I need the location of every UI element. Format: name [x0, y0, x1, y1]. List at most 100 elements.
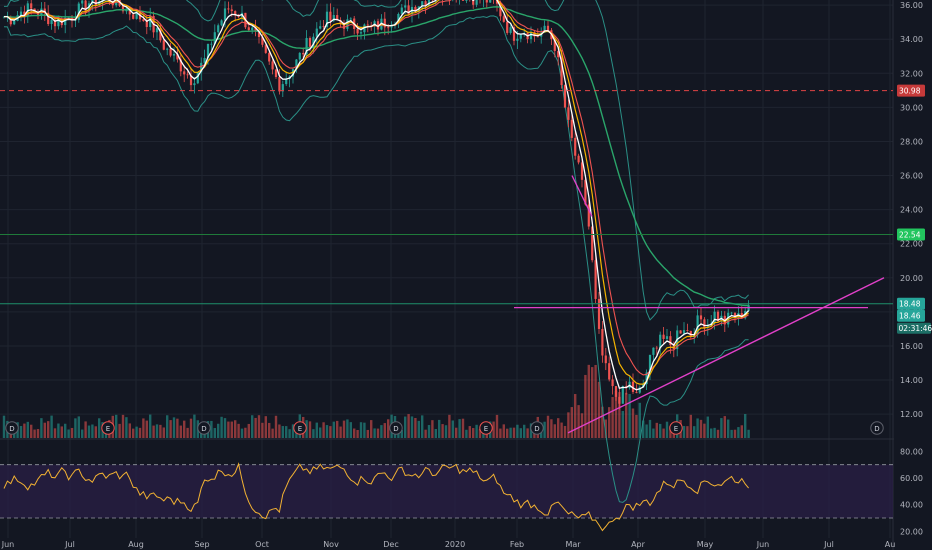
volume-bar — [336, 420, 339, 438]
candle-body — [574, 137, 577, 156]
volume-bar — [234, 420, 237, 438]
volume-bar — [431, 420, 434, 438]
candle-body — [325, 11, 329, 27]
event-marker — [479, 421, 493, 435]
candle-body — [376, 21, 380, 30]
volume-bar — [339, 426, 342, 438]
volume-bar — [744, 414, 747, 438]
candle-body — [533, 32, 536, 37]
candle-body — [302, 52, 305, 55]
volume-bar — [353, 428, 356, 438]
volume-bar — [373, 428, 376, 438]
volume-bar — [733, 429, 737, 438]
candle-body — [679, 330, 682, 334]
volume-bar — [706, 416, 709, 438]
candle-body — [172, 53, 176, 56]
time-tick: May — [697, 540, 714, 549]
volume-bars — [2, 364, 750, 438]
candle-body — [703, 319, 706, 328]
volume-bar — [227, 421, 230, 438]
volume-bar — [115, 414, 118, 438]
volume-bar — [635, 414, 638, 438]
support-line — [567, 277, 885, 434]
volume-bar — [274, 415, 278, 438]
volume-bar — [30, 424, 33, 438]
volume-bar — [438, 419, 441, 438]
volume-bar — [628, 393, 631, 438]
volume-bar — [682, 426, 686, 438]
horizontal-levels — [0, 90, 893, 305]
candle-body — [53, 19, 57, 27]
ema-slow-line — [4, 6, 749, 307]
event-label: E — [106, 425, 110, 433]
volume-bar — [50, 415, 53, 438]
volume-bar — [652, 428, 655, 438]
volume-bar — [710, 428, 713, 438]
event-label: E — [674, 425, 678, 433]
candle-body — [57, 18, 60, 27]
candle-body — [553, 39, 556, 51]
volume-bar — [414, 417, 417, 438]
candle-body — [135, 11, 138, 19]
candle-body — [686, 330, 689, 331]
volume-bar — [210, 420, 213, 438]
volume-bar — [43, 422, 46, 438]
volume-bar — [509, 427, 512, 438]
volume-bar — [546, 415, 550, 438]
volume-bar — [570, 407, 573, 438]
time-tick: Au — [885, 540, 896, 549]
candle-body — [563, 85, 567, 108]
volume-bar — [370, 420, 373, 438]
candle-body — [329, 11, 332, 21]
candle-body — [356, 28, 359, 34]
candle-body — [315, 28, 318, 37]
candle-body — [81, 0, 84, 4]
volume-bar — [495, 414, 499, 438]
volume-bar — [727, 419, 730, 438]
volume-bar — [655, 422, 658, 438]
volume-bar — [366, 429, 369, 438]
candle-body — [268, 52, 271, 62]
candle-body — [407, 5, 410, 15]
volume-bar — [747, 429, 750, 438]
level-price-label-bg — [897, 297, 925, 310]
volume-bar — [162, 427, 165, 438]
countdown-bg — [897, 322, 931, 334]
candle-body — [713, 311, 716, 324]
volume-bar — [625, 392, 628, 438]
candle-body — [254, 27, 257, 32]
candle-body — [567, 107, 570, 120]
volume-bar — [642, 420, 645, 438]
band-lower — [3, 15, 749, 503]
volume-bar — [567, 412, 570, 438]
volume-bar — [254, 417, 257, 438]
volume-bar — [257, 415, 261, 438]
volume-bar — [247, 423, 250, 438]
price-tick: 34.00 — [900, 35, 923, 44]
price-tick: 14.00 — [900, 376, 923, 385]
volume-bar — [611, 397, 614, 438]
candle-body — [716, 311, 720, 322]
volume-bar — [478, 429, 482, 438]
volume-bar — [526, 428, 529, 438]
event-label: D — [201, 425, 206, 433]
candle-body — [319, 26, 322, 29]
candle-body — [121, 5, 125, 12]
candle-body — [196, 72, 199, 84]
volume-bar — [217, 423, 220, 438]
volume-bar — [557, 418, 560, 438]
candle-body — [332, 15, 335, 21]
candle-body — [733, 312, 737, 318]
countdown-label: 02:31:46 — [899, 324, 932, 333]
volume-bar — [502, 424, 505, 438]
volume-bar — [329, 426, 332, 438]
event-marker — [101, 421, 115, 435]
moving-averages — [4, 0, 750, 391]
event-marker — [389, 421, 403, 435]
volume-bar — [346, 419, 349, 438]
volume-bar — [604, 419, 607, 438]
volume-bar — [417, 420, 420, 438]
candle-body — [349, 18, 352, 20]
